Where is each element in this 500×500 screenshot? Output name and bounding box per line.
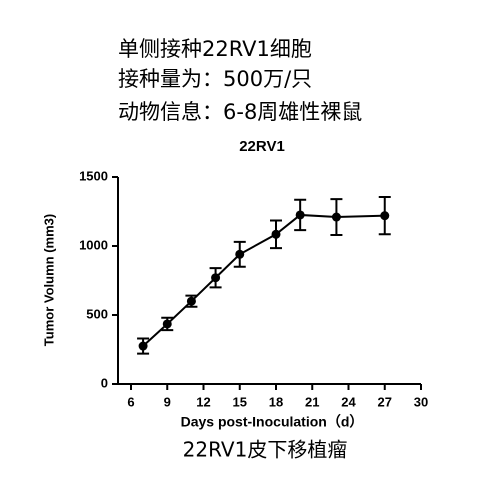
data-point bbox=[162, 319, 172, 329]
header-line: 单侧接种22RV1细胞 bbox=[118, 37, 312, 61]
x-tick-label: 21 bbox=[305, 394, 319, 409]
y-tick-label: 1000 bbox=[79, 237, 108, 252]
x-tick-label: 18 bbox=[269, 394, 283, 409]
data-point bbox=[186, 296, 196, 306]
x-tick-label: 6 bbox=[127, 394, 134, 409]
x-tick-label: 30 bbox=[414, 394, 428, 409]
caption: 22RV1皮下移植瘤 bbox=[183, 438, 348, 462]
data-point bbox=[211, 273, 221, 283]
data-line bbox=[142, 213, 385, 347]
x-axis-label: Days post-Inoculation（d） bbox=[181, 414, 364, 430]
y-tick-label: 500 bbox=[86, 306, 108, 321]
data-point bbox=[235, 249, 245, 259]
data-point bbox=[138, 341, 148, 351]
y-tick-label: 1500 bbox=[79, 168, 108, 183]
data-point bbox=[380, 211, 390, 221]
x-tick-label: 12 bbox=[196, 394, 210, 409]
data-point bbox=[331, 212, 341, 222]
y-tick-label: 0 bbox=[101, 375, 108, 390]
y-axis-label: Tumor Volumn (mm3) bbox=[41, 214, 56, 346]
x-tick-label: 15 bbox=[233, 394, 247, 409]
data-point bbox=[271, 229, 281, 239]
header-line: 接种量为：500万/只 bbox=[118, 67, 312, 91]
chart-title: 22RV1 bbox=[239, 138, 285, 155]
x-tick-label: 9 bbox=[164, 394, 171, 409]
x-tick-label: 24 bbox=[341, 394, 356, 409]
x-tick-label: 27 bbox=[378, 394, 392, 409]
data-point bbox=[295, 210, 305, 220]
header-line: 动物信息：6-8周雄性裸鼠 bbox=[118, 100, 362, 124]
